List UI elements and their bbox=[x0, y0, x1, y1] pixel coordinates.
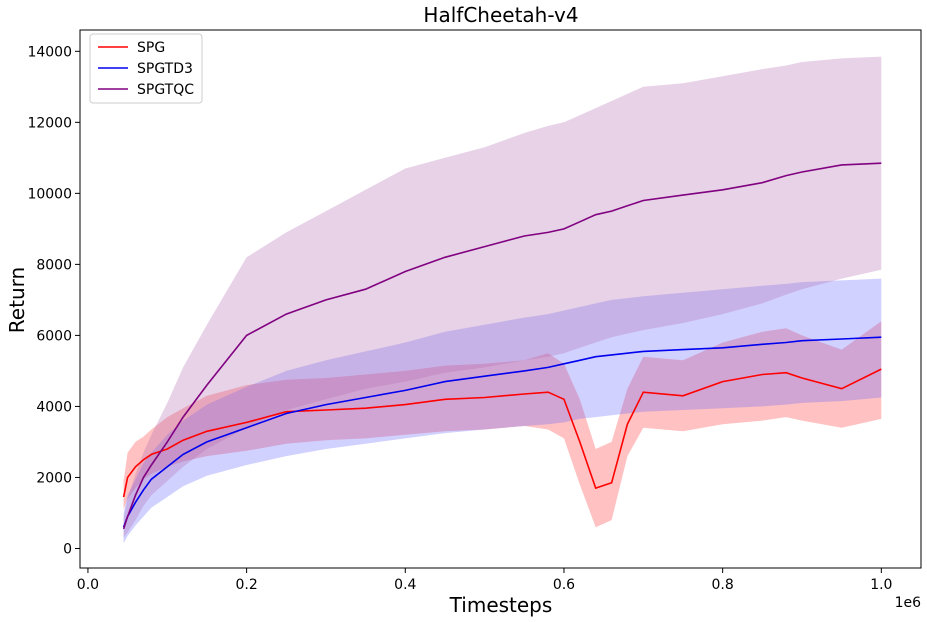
x-axis-offset-label: 1e6 bbox=[895, 595, 922, 611]
y-tick-label: 0 bbox=[63, 541, 72, 557]
x-axis: 0.0 0.2 0.4 0.6 0.8 1.0 bbox=[77, 568, 892, 593]
line-spgtd3 bbox=[122, 336, 882, 528]
legend: SPG SPGTD3 SPGTQC bbox=[89, 33, 203, 104]
legend-label-spgtd3: SPGTD3 bbox=[137, 61, 193, 77]
x-tick-label: 0.8 bbox=[712, 577, 734, 593]
y-tick-label: 6000 bbox=[36, 328, 72, 344]
band-spg bbox=[123, 321, 882, 528]
y-tick-label: 10000 bbox=[27, 186, 72, 202]
y-tick-label: 2000 bbox=[36, 470, 72, 486]
y-tick-label: 12000 bbox=[27, 115, 72, 131]
legend-box bbox=[89, 33, 203, 104]
y-tick-label: 8000 bbox=[36, 257, 72, 273]
x-tick-label: 0.6 bbox=[553, 577, 575, 593]
band-spgtd3 bbox=[123, 278, 882, 544]
y-axis-title: Return bbox=[5, 267, 29, 333]
x-tick-label: 0.0 bbox=[77, 577, 99, 593]
y-tick-label: 4000 bbox=[36, 399, 72, 415]
line-spg bbox=[122, 368, 882, 498]
line-spgtqc bbox=[122, 162, 882, 530]
x-axis-title: Timesteps bbox=[449, 593, 553, 617]
legend-label-spgtqc: SPGTQC bbox=[137, 82, 194, 98]
chart-title: HalfCheetah-v4 bbox=[423, 3, 578, 27]
legend-label-spg: SPG bbox=[137, 40, 165, 56]
x-tick-label: 1.0 bbox=[870, 577, 892, 593]
confidence-bands bbox=[123, 56, 882, 544]
y-tick-label: 14000 bbox=[27, 44, 72, 60]
y-axis: 0 2000 4000 6000 8000 10000 12000 14000 bbox=[27, 44, 80, 557]
x-tick-label: 0.4 bbox=[394, 577, 416, 593]
series-lines bbox=[122, 162, 882, 530]
band-spgtqc bbox=[123, 56, 882, 538]
x-tick-label: 0.2 bbox=[235, 577, 257, 593]
plot-frame bbox=[79, 29, 922, 569]
